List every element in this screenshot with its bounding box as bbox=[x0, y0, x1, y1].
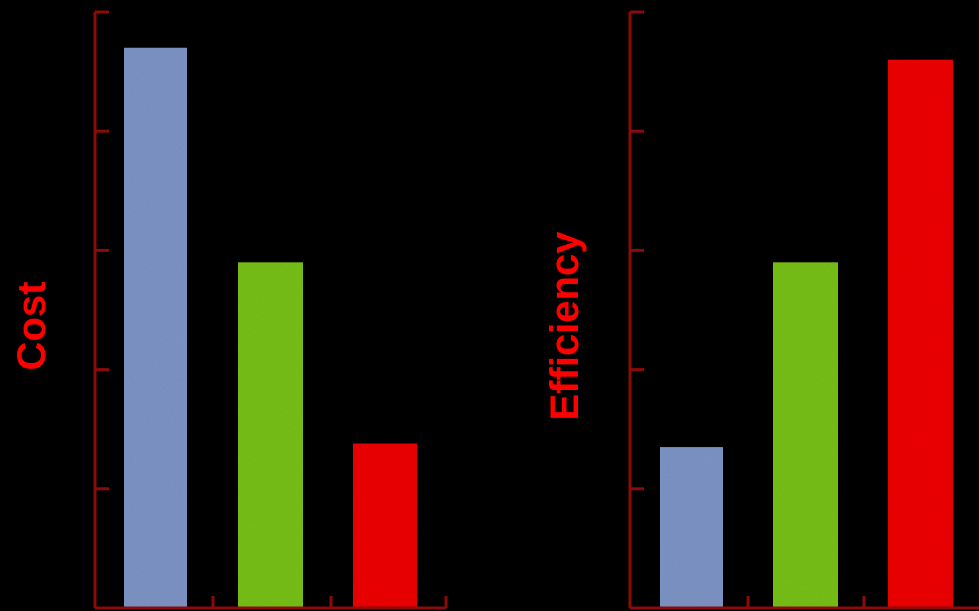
cost-bar-1 bbox=[124, 47, 187, 608]
efficiency-y-axis-label: Efficiency bbox=[543, 231, 587, 421]
cost-axis bbox=[93, 10, 448, 610]
cost-bars bbox=[124, 47, 417, 608]
efficiency-bars bbox=[660, 59, 953, 609]
efficiency-bar-1 bbox=[660, 447, 723, 608]
cost-bar-2 bbox=[238, 262, 303, 608]
efficiency-bar-2 bbox=[773, 262, 838, 608]
efficiency-bar-3 bbox=[888, 59, 953, 609]
efficiency-axis bbox=[628, 10, 979, 610]
cost-chart: Cost bbox=[10, 10, 448, 610]
cost-y-axis-label: Cost bbox=[10, 282, 54, 371]
cost-bar-3 bbox=[353, 443, 417, 608]
efficiency-chart: Efficiency bbox=[543, 10, 979, 610]
